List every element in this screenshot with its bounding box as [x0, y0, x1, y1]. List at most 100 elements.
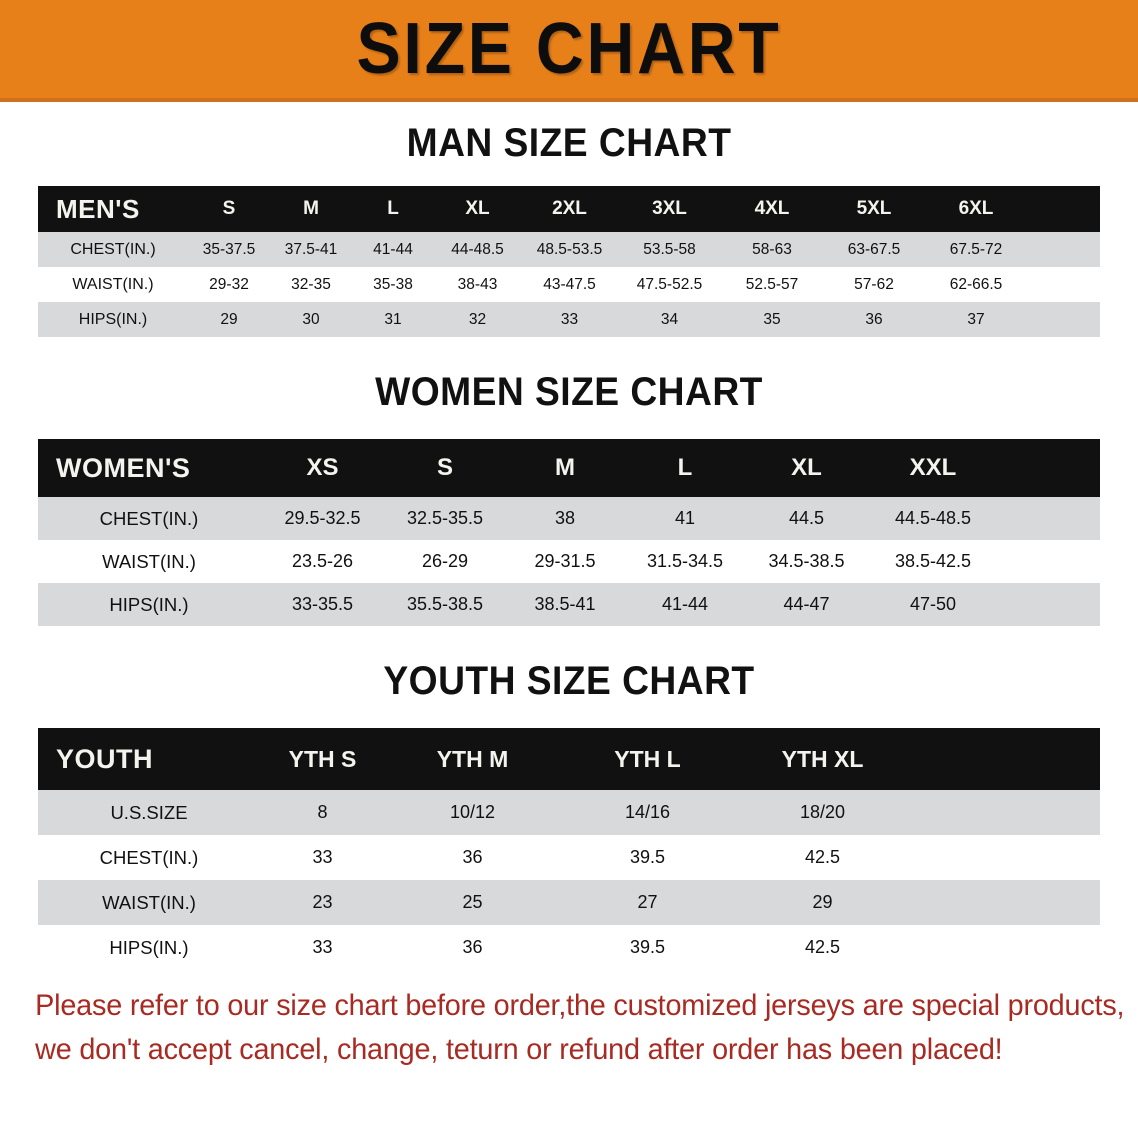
women-size-col-5: XXL	[909, 454, 957, 481]
women-header-label: WOMEN'S	[56, 452, 191, 483]
man-cell-1-0: 29-32	[209, 275, 249, 293]
youth-row-2-label: WAIST(IN.)	[102, 891, 196, 913]
women-row-1-label: WAIST(IN.)	[102, 550, 196, 572]
youth-cell-2-2: 27	[637, 892, 658, 912]
man-size-col-1: M	[303, 198, 319, 219]
women-cell-0-2: 38	[554, 508, 576, 528]
youth-cell-2-1: 25	[462, 892, 483, 912]
table-row: U.S.SIZE 8 10/12 14/16 18/20	[38, 790, 1100, 835]
youth-row-0-spacer	[910, 790, 1100, 835]
page-title: SIZE CHART	[356, 9, 782, 89]
women-size-table: WOMEN'S XS S M L XL XXL CHEST(IN.) 29.5-…	[38, 439, 1100, 626]
man-row-1-label: WAIST(IN.)	[72, 275, 154, 293]
youth-size-col-3: YTH XL	[781, 745, 864, 772]
youth-row-2-spacer	[910, 880, 1100, 925]
man-cell-1-3: 38-43	[457, 275, 498, 293]
women-size-col-2: M	[555, 454, 575, 481]
youth-size-col-2: YTH L	[614, 745, 681, 772]
women-cell-1-1: 26-29	[421, 551, 469, 571]
women-row-0-label: CHEST(IN.)	[99, 507, 199, 529]
man-cell-2-4: 33	[560, 310, 579, 328]
youth-cell-0-1: 10/12	[449, 802, 496, 822]
man-cell-1-8: 62-66.5	[949, 275, 1003, 293]
women-cell-2-3: 41-44	[661, 594, 709, 614]
women-cell-1-2: 29-31.5	[534, 551, 596, 571]
table-row: WAIST(IN.) 23.5-26 26-29 29-31.5 31.5-34…	[38, 540, 1100, 583]
women-cell-2-5: 47-50	[909, 594, 957, 614]
page-banner: SIZE CHART	[0, 0, 1138, 102]
youth-header-label: YOUTH	[56, 743, 153, 774]
table-row: HIPS(IN.) 29 30 31 32 33 34 35 36 37	[38, 302, 1100, 337]
man-row-0-label: CHEST(IN.)	[70, 240, 156, 258]
man-size-col-4: 2XL	[552, 198, 587, 219]
table-row: CHEST(IN.) 29.5-32.5 32.5-35.5 38 41 44.…	[38, 497, 1100, 540]
youth-cell-1-2: 39.5	[629, 847, 666, 867]
women-cell-2-0: 33-35.5	[291, 594, 354, 614]
disclaimer-line-1: Please refer to our size chart before or…	[35, 989, 1125, 1022]
women-cell-0-1: 32.5-35.5	[406, 508, 484, 528]
man-cell-0-6: 58-63	[752, 240, 792, 258]
man-cell-2-7: 36	[865, 310, 883, 328]
table-row: WAIST(IN.) 29-32 32-35 35-38 38-43 43-47…	[38, 267, 1100, 302]
man-size-col-0: S	[222, 198, 236, 219]
man-table-header-row: MEN'S S M L XL 2XL 3XL 4XL 5XL 6XL	[38, 186, 1100, 232]
man-cell-2-0: 29	[220, 310, 238, 328]
women-cell-2-4: 44-47	[783, 594, 830, 614]
man-cell-0-1: 37.5-41	[284, 240, 338, 258]
youth-cell-0-3: 18/20	[799, 802, 846, 822]
man-cell-2-2: 31	[384, 310, 402, 328]
man-cell-2-5: 34	[660, 310, 679, 328]
man-cell-0-5: 53.5-58	[643, 240, 696, 258]
table-row: HIPS(IN.) 33-35.5 35.5-38.5 38.5-41 41-4…	[38, 583, 1100, 626]
women-cell-1-5: 38.5-42.5	[894, 551, 972, 571]
youth-cell-0-2: 14/16	[624, 802, 671, 822]
youth-row-3-spacer	[910, 925, 1100, 970]
table-row: CHEST(IN.) 35-37.5 37.5-41 41-44 44-48.5…	[38, 232, 1100, 267]
man-size-col-3: XL	[465, 198, 490, 219]
man-cell-1-5: 47.5-52.5	[636, 275, 703, 293]
man-cell-0-7: 63-67.5	[847, 240, 901, 258]
youth-cell-3-3: 42.5	[804, 937, 841, 957]
women-row-0-spacer	[998, 497, 1100, 540]
man-cell-0-4: 48.5-53.5	[536, 240, 603, 258]
women-size-col-3: L	[677, 454, 693, 481]
women-cell-0-0: 29.5-32.5	[284, 508, 361, 528]
youth-section-title: YOUTH SIZE CHART	[383, 659, 755, 703]
man-cell-1-6: 52.5-57	[745, 275, 799, 293]
man-row-1-spacer	[1027, 267, 1100, 302]
man-header-spacer	[1027, 186, 1100, 232]
youth-table-header-row: YOUTH YTH S YTH M YTH L YTH XL	[38, 728, 1100, 790]
youth-header-spacer	[910, 728, 1100, 790]
youth-size-col-1: YTH M	[436, 745, 509, 772]
women-cell-1-4: 34.5-38.5	[768, 551, 845, 571]
youth-cell-3-2: 39.5	[629, 937, 666, 957]
youth-cell-3-0: 33	[312, 937, 333, 957]
man-size-col-5: 3XL	[652, 198, 687, 219]
women-cell-0-5: 44.5-48.5	[894, 508, 972, 528]
youth-row-1-label: CHEST(IN.)	[99, 846, 199, 868]
man-row-2-spacer	[1027, 302, 1100, 337]
women-cell-0-4: 44.5	[788, 508, 825, 528]
youth-cell-0-0: 8	[317, 802, 328, 822]
man-cell-0-0: 35-37.5	[202, 240, 256, 258]
man-cell-1-7: 57-62	[854, 275, 894, 293]
man-size-col-6: 4XL	[754, 198, 790, 219]
man-row-2-label: HIPS(IN.)	[78, 310, 148, 328]
youth-row-1-spacer	[910, 835, 1100, 880]
disclaimer-text: Please refer to our size chart before or…	[14, 984, 1125, 1072]
man-cell-2-8: 37	[967, 310, 985, 328]
man-size-col-7: 5XL	[856, 198, 892, 219]
man-cell-2-3: 32	[468, 310, 487, 328]
youth-cell-2-0: 23	[312, 892, 333, 912]
youth-row-0-label: U.S.SIZE	[110, 801, 188, 823]
women-size-col-4: XL	[791, 454, 822, 481]
youth-cell-1-0: 33	[312, 847, 333, 867]
youth-size-table: YOUTH YTH S YTH M YTH L YTH XL U.S.SIZE …	[38, 728, 1100, 970]
youth-size-col-0: YTH S	[288, 745, 357, 772]
man-cell-2-1: 30	[302, 310, 320, 328]
man-size-table: MEN'S S M L XL 2XL 3XL 4XL 5XL 6XL CHEST…	[38, 186, 1100, 337]
man-cell-0-8: 67.5-72	[949, 240, 1003, 258]
youth-cell-1-1: 36	[462, 847, 483, 867]
man-cell-0-3: 44-48.5	[451, 240, 504, 258]
man-header-label: MEN'S	[56, 193, 140, 224]
